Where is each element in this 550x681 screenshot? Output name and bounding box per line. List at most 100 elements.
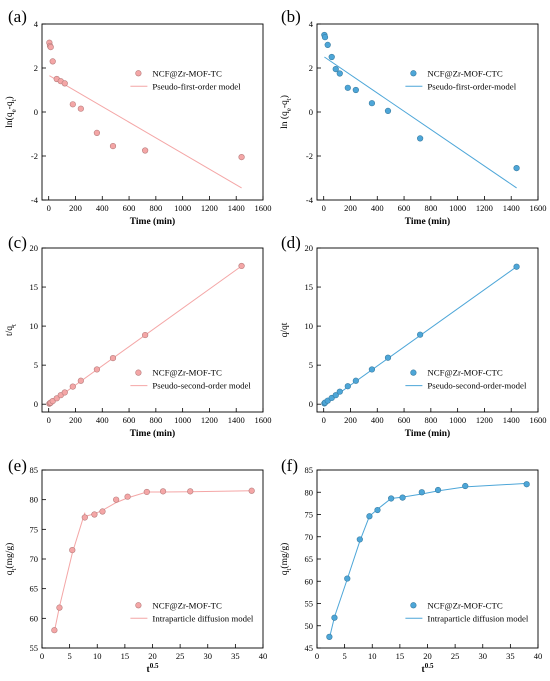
- data-point: [93, 129, 101, 136]
- x-tick-label: 30: [479, 651, 488, 661]
- data-point: [352, 377, 359, 384]
- y-tick-label: 75: [305, 510, 314, 520]
- x-tick-label: 15: [121, 651, 130, 661]
- x-axis-title: Time (min): [130, 428, 175, 439]
- data-point: [69, 546, 76, 554]
- legend-marker: [410, 602, 417, 609]
- data-point: [99, 508, 106, 515]
- data-point: [238, 262, 245, 270]
- data-point: [336, 388, 343, 395]
- data-point: [56, 604, 63, 611]
- x-tick-label: 30: [204, 651, 213, 661]
- y-tick-label: 85: [305, 465, 314, 475]
- data-point: [321, 34, 329, 41]
- data-point: [142, 331, 149, 339]
- panel-label: (b): [281, 7, 301, 26]
- x-tick-label: 25: [176, 651, 185, 661]
- y-tick-label: 70: [305, 532, 314, 542]
- x-tick-label: 600: [398, 203, 411, 213]
- legend: NCF@Zr-MOF-CTC Pseudo-second-order-model: [405, 368, 527, 391]
- data-point: [113, 496, 120, 503]
- x-tick-label: 15: [396, 651, 405, 661]
- x-tick-label: 1400: [503, 203, 520, 213]
- legend-label: NCF@Zr-MOF-TC: [152, 600, 222, 610]
- data-point: [248, 487, 255, 494]
- data-point: [417, 331, 424, 338]
- x-tick-label: 1600: [530, 415, 547, 425]
- y-tick-label: 55: [305, 599, 314, 609]
- panel-c: 0 200 400 600 800 1000 1200 1400 1600 0 5 10 15 20 Tim…: [5, 233, 272, 439]
- x-tick-label: 600: [123, 415, 136, 425]
- fit-line: [49, 75, 242, 189]
- data-point: [49, 58, 56, 65]
- y-tick-label: -2: [31, 151, 38, 161]
- y-tick-label: 60: [30, 613, 39, 623]
- data-point: [69, 383, 76, 390]
- data-point: [69, 101, 76, 108]
- data-point: [124, 493, 131, 500]
- legend: NCF@Zr-MOF-CTC Intraparticle diffusion mo…: [405, 600, 529, 623]
- data-point: [523, 481, 530, 488]
- data-point: [336, 70, 343, 77]
- y-tick-label: -4: [306, 195, 314, 205]
- x-tick-label: 800: [424, 203, 437, 213]
- x-tick-label: 1200: [476, 415, 493, 425]
- legend: NCF@Zr-MOF-TC Pseudo-second-order model: [130, 368, 251, 391]
- data-point: [332, 392, 339, 399]
- y-tick-label: 2: [309, 63, 313, 73]
- data-point: [399, 494, 406, 501]
- x-tick-label: 1400: [228, 415, 245, 425]
- y-tick-label: 4: [34, 19, 39, 29]
- panel-label: (a): [8, 7, 27, 26]
- x-tick-label: 0: [40, 651, 44, 661]
- legend-label: Pseudo-first-order model: [152, 81, 241, 91]
- x-tick-label: 400: [96, 415, 109, 425]
- legend-marker: [410, 369, 417, 376]
- data-point: [47, 43, 54, 51]
- data-point: [384, 107, 392, 114]
- y-axis-title: qt(mg/g): [4, 543, 18, 576]
- data-point: [187, 488, 194, 495]
- y-tick-label: 75: [30, 524, 39, 534]
- data-point: [374, 506, 381, 514]
- y-tick-label: 45: [305, 643, 314, 653]
- data-point: [77, 105, 84, 112]
- data-point: [344, 383, 351, 390]
- y-axis-title: t/qt: [5, 324, 18, 336]
- x-tick-label: 1400: [228, 203, 245, 213]
- data-point: [91, 511, 98, 518]
- data-point: [51, 627, 58, 634]
- data-point: [159, 488, 167, 495]
- x-tick-label: 200: [344, 203, 357, 213]
- y-axis-title: qt(mg/g): [279, 543, 293, 576]
- data-point: [328, 53, 335, 61]
- x-tick-label: 1600: [530, 203, 547, 213]
- plot-frame: [316, 23, 539, 201]
- panel-b: 0 200 400 600 800 1000 1200 1400 1600 -4 -2 0 2 4 Time…: [279, 7, 547, 227]
- x-tick-label: 600: [398, 415, 411, 425]
- x-tick-label: 35: [231, 651, 240, 661]
- x-tick-label: 1400: [503, 415, 520, 425]
- legend-label: Intraparticle diffusion model: [152, 613, 254, 623]
- legend-label: NCF@Zr-MOF-TC: [152, 368, 222, 378]
- data-point: [143, 488, 150, 496]
- data-point: [109, 143, 117, 150]
- y-tick-label: 0: [309, 399, 313, 409]
- data-point: [462, 482, 469, 490]
- y-axis-title: ln(qe-qt): [4, 96, 18, 127]
- x-tick-label: 400: [96, 203, 109, 213]
- data-point: [324, 41, 331, 49]
- legend-marker: [135, 602, 142, 609]
- x-tick-label: 800: [424, 415, 437, 425]
- data-point: [61, 389, 68, 396]
- y-tick-label: 20: [30, 243, 39, 253]
- x-tick-label: 0: [322, 203, 326, 213]
- legend-label: NCF@Zr-MOF-CTC: [427, 368, 503, 378]
- y-tick-label: 5: [309, 360, 313, 370]
- data-point: [332, 65, 339, 73]
- legend-marker: [135, 369, 142, 376]
- panel-a: 0 200 400 600 800 1000 1200 1400 1600 -4 -2 0 2 4 Time…: [4, 7, 272, 227]
- x-tick-label: 0: [47, 203, 51, 213]
- data-point: [344, 575, 351, 582]
